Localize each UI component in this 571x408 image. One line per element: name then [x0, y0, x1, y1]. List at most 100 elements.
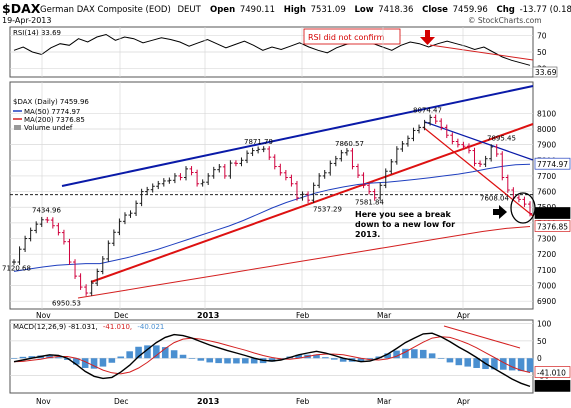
- macd-histogram-bar: [330, 358, 338, 360]
- rsi-divergence-line: [429, 44, 534, 61]
- macd-histogram-bar: [188, 358, 196, 359]
- signal-line: [13, 336, 531, 375]
- macd-histogram-bar: [117, 356, 125, 359]
- rsi-line: [13, 33, 531, 66]
- x-axis-month-label-bottom: Mar: [377, 397, 392, 406]
- price-right-labels: 7774.97 7459.96 7376.85: [534, 157, 571, 232]
- macd-histogram-bar: [144, 345, 151, 359]
- ma200-legend: MA(200) 7376.85: [13, 116, 85, 124]
- ma200-legend-text: MA(200) 7376.85: [24, 116, 85, 124]
- x-axis-month-label: Dec: [114, 311, 129, 320]
- volume-legend: Volume undef: [14, 124, 73, 132]
- macd-histogram-bar: [268, 358, 276, 362]
- macd-histogram-bar: [455, 358, 463, 366]
- ohlc-readout: Open 7490.11 High 7531.09 Low 7418.36 Cl…: [210, 5, 571, 15]
- rsi-annotation: RSI did not confirm: [308, 33, 385, 42]
- macd-histogram-bar: [10, 358, 18, 359]
- macd-right-label: -81.031: [537, 382, 566, 391]
- macd-histogram-bar: [126, 351, 133, 359]
- macd-histogram-bar: [366, 358, 374, 360]
- high-value: 7531.09: [311, 5, 346, 15]
- low-label: Low: [354, 5, 373, 15]
- price-bars: [12, 114, 532, 296]
- chg-label: Chg: [497, 5, 515, 15]
- chart-date: 19-Apr-2013: [2, 16, 51, 25]
- macd-histogram-bar: [491, 358, 498, 370]
- macd-histogram-bar: [339, 358, 347, 362]
- rsi-annotation-box: [303, 28, 401, 45]
- price-panel-frame: [9, 81, 534, 310]
- rsi-annotation-arrow-icon: [420, 30, 435, 45]
- price-annotation-label: 7608.04: [480, 194, 509, 202]
- x-axis-month-label: Apr: [457, 311, 471, 320]
- macd-histogram-bar: [322, 357, 329, 359]
- price-annotation-label: 7871.79: [244, 138, 273, 146]
- price-tick-label: 8100: [537, 109, 556, 118]
- close-right-label-box: [534, 207, 571, 219]
- close-right-label: 7459.96: [537, 210, 568, 219]
- macd-panel: -50050100 MACD(12,26,9) -81.031, -41.010…: [9, 319, 571, 394]
- macd-histogram-bar: [197, 358, 205, 361]
- macd-right-labels: -41.010 -81.031: [534, 366, 571, 392]
- x-axis-month-labels-bottom: Nov Dec 2013 Feb Mar Apr: [36, 397, 471, 406]
- macd-histogram-bar: [153, 345, 160, 359]
- chg-value: -13.77 (0.18%): [520, 5, 571, 15]
- macd-histogram-bar: [517, 358, 525, 372]
- macd-histogram-bar: [313, 354, 320, 359]
- macd-histogram-bar: [526, 358, 534, 373]
- price-annotation-label: 7860.57: [335, 140, 364, 148]
- macd-histogram-bar: [161, 347, 169, 359]
- open-label: Open: [210, 5, 235, 15]
- ma200-right-label-box: [534, 220, 571, 232]
- x-axis-month-label: Nov: [36, 311, 51, 320]
- macd-panel-frame: [9, 319, 534, 394]
- macd-histogram-bar: [179, 354, 187, 359]
- ma50-right-label-box: [534, 157, 571, 170]
- callout-line-2: down to a new low for: [355, 220, 455, 229]
- price-annotation-label: 7895.45: [487, 134, 516, 142]
- rsi-tick-label: 70: [537, 31, 547, 40]
- price-tick-label: 7100: [537, 266, 556, 275]
- macd-histogram-bar: [295, 354, 302, 359]
- macd-legend-signal: -41.010,: [103, 323, 132, 331]
- macd-histogram-bar: [411, 349, 418, 359]
- macd-histogram-bar: [233, 358, 240, 364]
- macd-histogram-bar: [135, 346, 142, 359]
- macd-histogram-bar: [402, 348, 409, 359]
- ma50-line: [13, 163, 531, 272]
- price-annotation-label: 8074.47: [413, 106, 442, 114]
- price-tick-label: 6900: [537, 297, 556, 306]
- open-value: 7490.11: [240, 5, 275, 15]
- macd-histogram-bar: [170, 350, 178, 359]
- rsi-legend: RSI(14) 33.69: [13, 29, 61, 37]
- macd-histogram-bar: [55, 357, 62, 359]
- channel-red-line: [422, 126, 534, 217]
- price-tick-label: 7000: [537, 282, 556, 291]
- macd-histogram-bar: [90, 358, 98, 369]
- chart-name: German DAX Composite (EOD) DEUT: [40, 5, 202, 15]
- macd-tick-label: 100: [537, 319, 552, 328]
- macd-histogram-bar: [500, 358, 507, 370]
- macd-histogram-bar: [99, 358, 107, 367]
- macd-histogram-bar: [215, 358, 222, 364]
- price-tick-label: 8000: [537, 125, 556, 134]
- chart-symbol: $DAX: [2, 1, 41, 16]
- macd-right-label-box: [534, 380, 571, 392]
- volume-legend-text: Volume undef: [24, 124, 73, 132]
- signal-right-label: -41.010: [537, 368, 566, 377]
- macd-histogram-bar: [473, 358, 480, 368]
- macd-histogram-bar: [384, 353, 391, 359]
- macd-divergence-line: [443, 325, 521, 349]
- macd-histogram-bar: [72, 358, 80, 365]
- macd-histogram-bar: [206, 358, 214, 363]
- x-axis-month-label-bottom: Feb: [296, 397, 310, 406]
- rsi-gridlines: [10, 34, 533, 70]
- macd-tick-label: 50: [537, 337, 547, 346]
- macd-tick-label: 0: [537, 354, 542, 363]
- price-annotation-label: 7537.29: [313, 205, 342, 213]
- macd-histogram-bar: [46, 355, 53, 359]
- price-annotation-label: 6950.53: [52, 299, 81, 307]
- close-label: Close: [422, 5, 448, 15]
- chart-name-text: German DAX Composite (EOD): [40, 5, 171, 15]
- ma200-right-label: 7376.85: [537, 223, 568, 232]
